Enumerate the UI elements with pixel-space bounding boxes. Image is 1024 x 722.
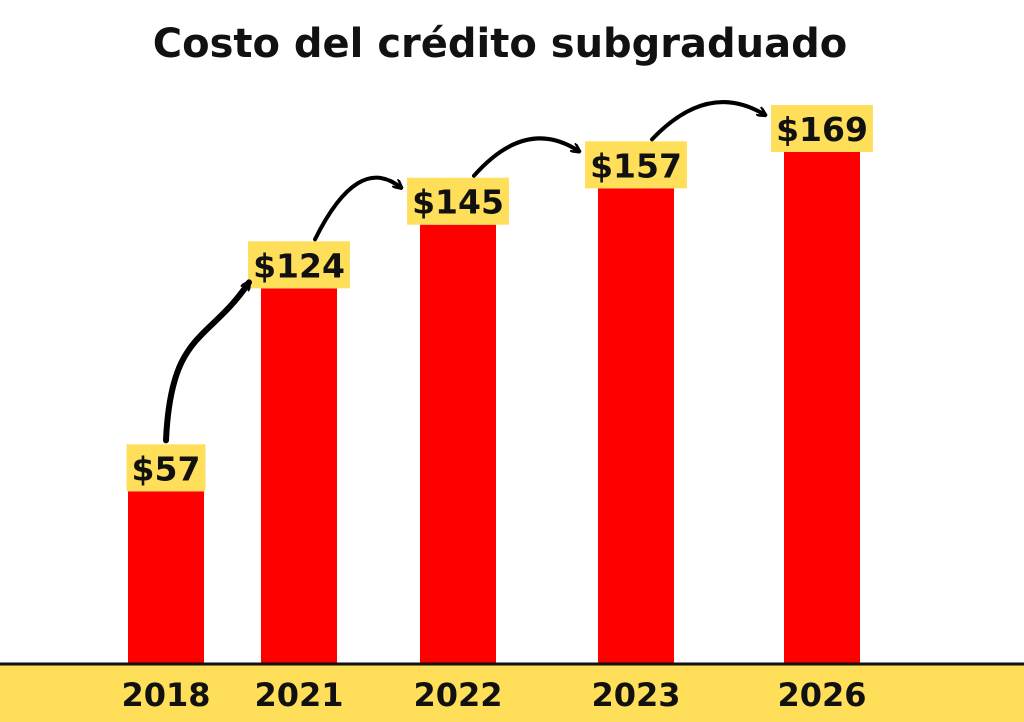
x-tick-2021: 2021 (254, 676, 343, 714)
value-label-bg-2018 (126, 444, 206, 492)
trend-arrow-2023-to-2026 (650, 100, 765, 142)
value-label-2026: $169 (776, 110, 868, 149)
value-label-2021: $124 (253, 246, 345, 285)
x-tick-2026: 2026 (777, 676, 866, 714)
bar-2022 (420, 224, 496, 664)
value-label-bg-2021 (248, 241, 350, 289)
value-label-2022: $145 (412, 183, 504, 222)
value-label-bg-2022 (407, 177, 509, 225)
trend-arrow-2022-to-2023 (472, 136, 579, 178)
trend-arrow-2018-to-2021 (163, 282, 252, 444)
bar-2018 (128, 491, 204, 664)
bar-2026 (784, 152, 860, 664)
value-label-2023: $157 (590, 146, 682, 185)
value-label-bg-2023 (585, 141, 687, 189)
x-tick-2018: 2018 (121, 676, 210, 714)
value-label-2018: $57 (132, 449, 201, 488)
x-tick-2023: 2023 (591, 676, 680, 714)
x-axis-ticks: 2018 2021 2022 2023 2026 (121, 676, 866, 714)
bars-layer: $57 $124 $145 $157 $169 (126, 105, 873, 664)
bar-2023 (598, 188, 674, 664)
x-axis-band (0, 664, 1024, 722)
x-tick-2022: 2022 (413, 676, 502, 714)
trend-arrow-2021-to-2022 (313, 175, 401, 242)
arrows-layer (163, 100, 765, 444)
value-label-bg-2026 (771, 105, 873, 152)
bar-2021 (261, 288, 337, 664)
chart-title: Costo del crédito subgraduado (153, 21, 848, 67)
